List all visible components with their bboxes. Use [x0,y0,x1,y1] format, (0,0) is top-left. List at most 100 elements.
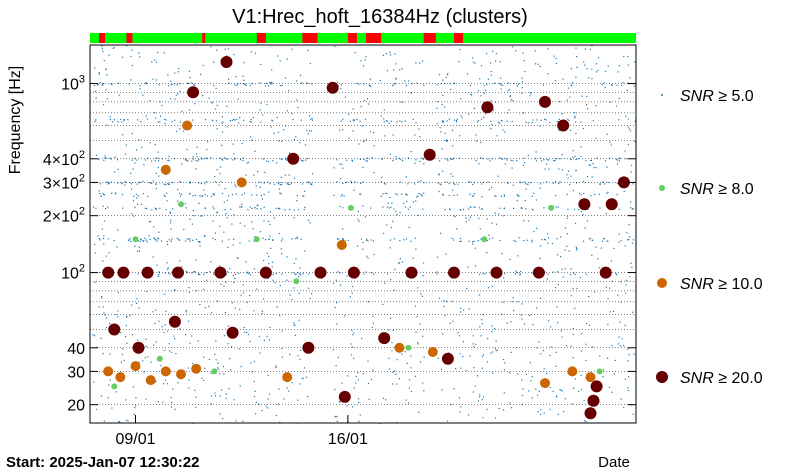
trigger-dot [210,157,212,159]
trigger-dot [423,356,425,358]
trigger-dot [219,395,221,397]
trigger-dot [607,240,609,242]
trigger-dot [277,207,279,209]
trigger-dot [469,355,471,357]
trigger-dot [230,208,232,210]
trigger-dot [367,257,369,259]
trigger-dot [566,174,568,176]
trigger-dot [567,87,570,89]
trigger-dot [299,74,302,76]
trigger-dot [542,84,544,86]
trigger-dot [606,133,608,135]
trigger-dot [371,326,373,328]
trigger-dot [278,188,280,190]
trigger-dot [503,215,505,217]
trigger-dot [546,372,548,375]
trigger-dot [289,294,291,296]
trigger-dot [340,88,342,90]
trigger-dot [436,273,438,275]
trigger-dot [624,150,626,152]
trigger-dot [604,70,607,72]
trigger-dot [401,353,403,355]
trigger-dot [521,87,523,89]
trigger-dot [369,131,371,133]
trigger-dot [609,101,611,103]
trigger-dot [197,241,199,243]
trigger-dot [134,407,136,409]
trigger-dot [156,240,158,242]
trigger-dot [245,261,247,263]
trigger-dot [624,245,626,247]
trigger-dot [102,238,105,240]
trigger-dot [153,226,155,228]
trigger-dot [333,194,335,196]
trigger-dot [362,205,364,207]
trigger-dot [618,97,620,99]
trigger-dot [453,119,455,121]
trigger-dot [581,350,583,352]
trigger-dot [389,247,391,249]
trigger-dot [299,267,301,269]
point-series-3 [287,152,300,165]
trigger-dot [217,368,219,370]
trigger-dot [566,99,568,101]
trigger-dot [406,275,408,278]
trigger-dot [280,181,282,183]
trigger-dot [469,84,472,87]
trigger-dot [399,258,401,260]
trigger-dot [592,163,594,165]
trigger-dot [254,150,256,152]
trigger-dot [237,257,239,259]
trigger-dot [127,420,129,422]
trigger-dot [414,183,416,185]
point-snr5 [272,239,274,241]
trigger-dot [580,155,582,157]
trigger-dot [516,199,518,202]
trigger-dot [616,182,618,184]
trigger-dot [177,93,179,95]
trigger-dot [539,297,541,299]
trigger-dot [395,210,397,212]
trigger-dot [395,373,397,375]
point-series-3 [302,341,315,354]
trigger-dot [490,352,492,354]
trigger-dot [193,84,195,86]
trigger-dot [116,246,118,248]
trigger-dot [582,181,585,183]
trigger-dot [249,294,251,297]
trigger-dot [102,205,104,207]
trigger-dot [281,348,283,350]
trigger-dot [242,75,244,77]
trigger-dot [228,195,230,197]
trigger-dot [498,408,500,410]
trigger-dot [629,130,632,132]
trigger-dot [353,357,355,359]
trigger-dot [122,207,124,209]
trigger-dot [199,245,201,247]
trigger-dot [362,373,365,375]
trigger-dot [235,420,237,422]
trigger-dot [216,49,218,51]
trigger-dot [158,160,160,162]
trigger-dot [333,282,335,284]
trigger-dot [522,388,524,390]
trigger-dot [195,406,197,409]
trigger-dot [620,398,622,400]
trigger-dot [506,322,508,324]
trigger-dot [264,171,266,173]
trigger-dot [419,323,421,325]
trigger-dot [459,48,461,51]
legend-marker [657,278,667,288]
trigger-dot [309,130,311,132]
trigger-dot [556,306,558,308]
trigger-dot [411,82,413,84]
trigger-dot [297,107,299,109]
trigger-dot [422,208,424,210]
trigger-dot [556,395,558,397]
trigger-dot [210,46,212,48]
trigger-dot [267,398,269,400]
trigger-dot [533,192,535,194]
trigger-dot [275,414,277,417]
trigger-dot [551,243,554,245]
trigger-dot [586,220,589,222]
